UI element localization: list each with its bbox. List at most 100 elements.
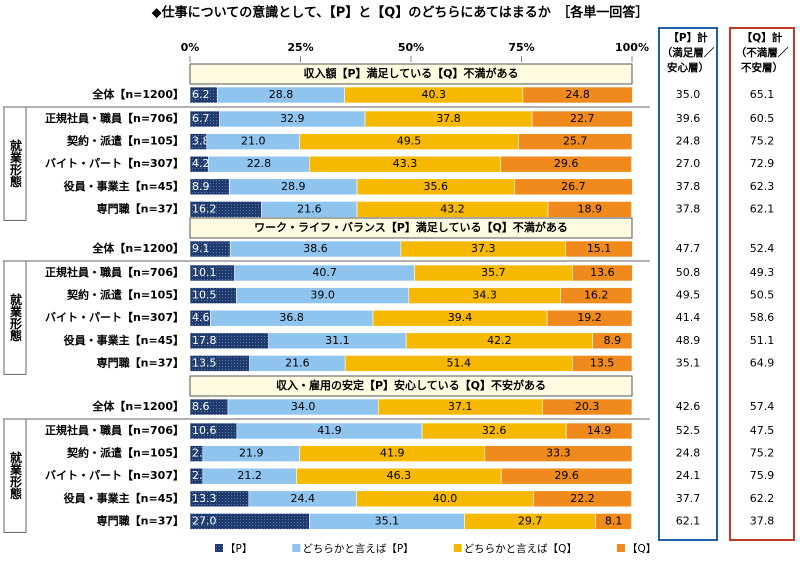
category-label: 正規社員・職員【n=706】 — [45, 423, 184, 437]
bar-segment — [592, 332, 633, 350]
section-title: ワーク・ライフ・バランス【P】満足している【Q】不満がある — [254, 220, 568, 234]
value-label: 17.8 — [192, 334, 217, 347]
category-label: 契約・派遣【n=105】 — [66, 134, 184, 148]
value-label: 43.2 — [440, 202, 465, 215]
bar-segment — [595, 513, 632, 530]
total-value: 35.0 — [676, 88, 701, 101]
total-value: 35.1 — [676, 356, 701, 369]
value-label: 34.0 — [291, 400, 316, 413]
value-label: 49.5 — [397, 135, 422, 148]
value-label: 39.4 — [448, 311, 473, 324]
category-label: 役員・事業主【n=45】 — [63, 491, 184, 505]
value-label: 8.9 — [192, 180, 210, 193]
category-label: 正規社員・職員【n=706】 — [45, 111, 184, 125]
value-label: 41.9 — [317, 424, 342, 437]
value-label: 51.4 — [446, 356, 471, 369]
total-value: 27.0 — [676, 157, 701, 170]
bar-segment — [565, 240, 633, 258]
value-label: 20.3 — [575, 400, 600, 413]
value-label: 35.6 — [424, 180, 449, 193]
value-label: 21.2 — [237, 469, 262, 482]
total-value: 51.1 — [750, 334, 775, 347]
category-label: 正規社員・職員【n=706】 — [45, 265, 184, 279]
value-label: 21.6 — [285, 356, 310, 369]
group-box — [3, 418, 27, 533]
x-tick-label: 100% — [615, 41, 649, 54]
value-label: 33.3 — [546, 447, 571, 460]
value-label: 43.3 — [393, 157, 418, 170]
category-label: 全体【n=1200】 — [91, 241, 184, 255]
value-label: 29.7 — [518, 514, 543, 527]
value-label: 31.1 — [325, 334, 350, 347]
value-label: 29.6 — [554, 469, 579, 482]
total-value: 48.9 — [676, 334, 701, 347]
total-value: 75.2 — [750, 447, 775, 460]
bar-segment — [518, 133, 633, 150]
legend-label: 【P】 — [225, 543, 252, 555]
group-box — [3, 260, 27, 375]
legend-swatch — [616, 544, 625, 552]
total-value: 50.5 — [750, 289, 775, 302]
value-label: 13.5 — [590, 356, 615, 369]
total-value: 49.3 — [750, 266, 775, 279]
total-value: 65.1 — [750, 88, 775, 101]
value-label: 41.9 — [380, 447, 405, 460]
value-label: 32.9 — [280, 112, 305, 125]
legend-label: どちらかと言えば【Q】 — [464, 542, 577, 555]
category-label: 専門職【n=37】 — [97, 513, 184, 527]
bar-segment — [484, 445, 633, 462]
value-label: 15.1 — [587, 242, 612, 255]
legend-label: 【Q】 — [627, 543, 656, 555]
value-label: 10.6 — [192, 424, 217, 437]
value-label: 39.0 — [310, 289, 335, 302]
section-header-box — [189, 63, 633, 85]
total-header: 【P】計 — [668, 31, 708, 44]
total-value: 42.6 — [676, 400, 701, 413]
category-label: バイト・パート【n=307】 — [45, 157, 184, 170]
bar-segment — [546, 309, 633, 327]
category-label: 契約・派遣【n=105】 — [66, 446, 184, 460]
bar-segment — [514, 178, 633, 196]
category-label: 契約・派遣【n=105】 — [66, 288, 184, 302]
value-label: 42.2 — [487, 334, 512, 347]
x-tick-label: 50% — [398, 41, 424, 54]
total-value: 37.8 — [750, 514, 775, 527]
total-value: 72.9 — [750, 157, 775, 170]
category-label: 全体【n=1200】 — [91, 399, 184, 413]
total-value: 62.1 — [676, 514, 701, 527]
value-label: 40.0 — [433, 492, 458, 505]
total-value: 75.9 — [750, 469, 775, 482]
bar-segment — [500, 155, 632, 173]
value-label: 21.9 — [239, 447, 264, 460]
total-value: 62.1 — [750, 202, 775, 215]
value-label: 19.2 — [577, 311, 602, 324]
value-label: 8.9 — [604, 334, 622, 347]
value-label: 36.8 — [279, 311, 304, 324]
group-label: 就業形態 — [9, 292, 23, 342]
legend-label: どちらかと言えば【P】 — [302, 542, 413, 555]
total-header: （不満層／ — [736, 46, 789, 59]
value-label: 4.6 — [192, 311, 210, 324]
q-total-box — [729, 27, 795, 541]
value-label: 8.1 — [605, 514, 623, 527]
total-header: 【Q】計 — [742, 31, 783, 44]
bar-segment — [531, 110, 633, 128]
total-value: 52.5 — [676, 424, 701, 437]
total-value: 39.6 — [676, 112, 701, 125]
total-value: 62.3 — [750, 180, 775, 193]
value-label: 18.9 — [578, 202, 603, 215]
value-label: 35.7 — [481, 266, 506, 279]
total-value: 47.5 — [750, 424, 775, 437]
bar-segment — [572, 355, 633, 372]
total-value: 57.4 — [750, 400, 775, 413]
value-label: 28.9 — [281, 180, 306, 193]
bar-segment — [500, 467, 633, 485]
value-label: 3.8 — [192, 135, 210, 148]
total-header: 安心層） — [667, 61, 709, 74]
total-value: 62.2 — [750, 492, 775, 505]
total-value: 41.4 — [676, 311, 701, 324]
value-label: 10.1 — [192, 266, 217, 279]
group-label: 就業形態 — [9, 138, 23, 188]
value-label: 6.2 — [192, 88, 210, 101]
p-total-box — [658, 27, 718, 541]
